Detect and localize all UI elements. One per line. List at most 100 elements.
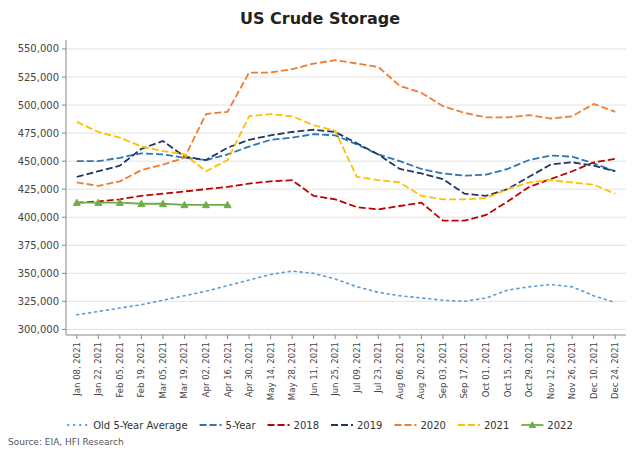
y-axis-line bbox=[66, 40, 67, 335]
series-line bbox=[77, 130, 615, 196]
y-tick-label: 450,000 bbox=[18, 156, 59, 167]
y-tick bbox=[62, 161, 66, 162]
title: US Crude Storage bbox=[240, 9, 400, 28]
x-tick bbox=[572, 335, 573, 339]
series-line bbox=[77, 271, 615, 315]
x-tick bbox=[313, 335, 314, 339]
series-line bbox=[77, 114, 615, 199]
x-tick-label: Jan 22, 2021 bbox=[93, 342, 103, 397]
series-line bbox=[77, 159, 615, 221]
x-tick-label: Oct 29, 2021 bbox=[524, 342, 534, 397]
y-tick bbox=[62, 189, 66, 190]
x-tick-label: Jun 25, 2021 bbox=[330, 342, 340, 397]
y-tick bbox=[62, 245, 66, 246]
legend-item: 2019 bbox=[331, 420, 382, 431]
x-tick-label: Sep 17, 2021 bbox=[459, 342, 469, 399]
grid-line bbox=[66, 329, 626, 330]
x-tick bbox=[378, 335, 379, 339]
x-tick-label: Nov 26, 2021 bbox=[567, 342, 577, 399]
legend-marker bbox=[529, 422, 535, 428]
x-tick-label: Jul 23, 2021 bbox=[373, 342, 383, 394]
series-marker bbox=[116, 199, 123, 205]
legend-item: 2021 bbox=[458, 420, 509, 431]
x-tick bbox=[270, 335, 271, 339]
y-tick-label: 350,000 bbox=[18, 268, 59, 279]
grid-line bbox=[66, 105, 626, 106]
x-tick bbox=[615, 335, 616, 339]
x-tick-label: Dec 10, 2021 bbox=[589, 342, 599, 399]
series-line bbox=[77, 134, 615, 176]
y-tick-label: 300,000 bbox=[18, 324, 59, 335]
x-tick-label: May 14, 2021 bbox=[266, 342, 276, 400]
x-tick bbox=[464, 335, 465, 339]
x-tick bbox=[356, 335, 357, 339]
legend-swatch bbox=[200, 424, 222, 426]
x-axis-line bbox=[66, 335, 626, 336]
grid-line bbox=[66, 245, 626, 246]
x-axis: Jan 08, 2021 Jan 22, 2021 Feb 05, 2021 Feb … bbox=[66, 335, 626, 400]
x-tick-label: Sep 03, 2021 bbox=[438, 342, 448, 399]
x-tick-label: Mar 19, 2021 bbox=[179, 342, 189, 399]
legend: Old 5-Year Average 5-Year 2018 2019 2020 2021… bbox=[67, 420, 573, 431]
x-tick-label: Mar 05, 2021 bbox=[158, 342, 168, 399]
legend-item: 2020 bbox=[394, 420, 445, 431]
legend-swatch bbox=[331, 424, 353, 426]
x-tick bbox=[593, 335, 594, 339]
x-tick-label: Apr 02, 2021 bbox=[201, 342, 211, 397]
series-line bbox=[77, 60, 615, 186]
x-tick bbox=[550, 335, 551, 339]
legend-item: 2022 bbox=[521, 420, 572, 431]
x-tick-label: Apr 16, 2021 bbox=[223, 342, 233, 397]
x-tick bbox=[184, 335, 185, 339]
series-marker bbox=[224, 201, 231, 207]
x-tick-label: Apr 30, 2021 bbox=[244, 342, 254, 397]
x-tick-label: May 28, 2021 bbox=[287, 342, 297, 400]
series-marker bbox=[95, 199, 102, 205]
y-tick bbox=[62, 329, 66, 330]
grid-line bbox=[66, 161, 626, 162]
x-tick bbox=[119, 335, 120, 339]
x-tick-label: Aug 20, 2021 bbox=[416, 342, 426, 399]
legend-label: Old 5-Year Average bbox=[93, 420, 187, 431]
legend-swatch bbox=[67, 424, 89, 426]
grid-line bbox=[66, 48, 626, 49]
grid-line bbox=[66, 77, 626, 78]
grid-line bbox=[66, 301, 626, 302]
legend-label: 2020 bbox=[420, 420, 445, 431]
x-tick-label: Feb 05, 2021 bbox=[115, 342, 125, 398]
x-tick-label: Oct 15, 2021 bbox=[503, 342, 513, 397]
y-tick-label: 500,000 bbox=[18, 100, 59, 111]
legend-label: 2018 bbox=[294, 420, 319, 431]
y-tick-label: 325,000 bbox=[18, 296, 59, 307]
annotation: Source: EIA, HFI Research bbox=[8, 437, 124, 447]
grid-line bbox=[66, 217, 626, 218]
chart: US Crude Storage 300,000 325,000 350,000 375… bbox=[0, 0, 640, 451]
x-tick-label: Dec 24, 2021 bbox=[610, 342, 620, 399]
legend-swatch bbox=[394, 424, 416, 426]
x-tick bbox=[335, 335, 336, 339]
plot-area bbox=[73, 60, 615, 315]
x-tick bbox=[98, 335, 99, 339]
series-marker bbox=[203, 201, 210, 207]
legend-item: 2018 bbox=[268, 420, 319, 431]
x-tick bbox=[421, 335, 422, 339]
x-tick-label: Jan 08, 2021 bbox=[72, 342, 82, 397]
y-tick-label: 375,000 bbox=[18, 240, 59, 251]
grid-line bbox=[66, 133, 626, 134]
x-tick bbox=[76, 335, 77, 339]
y-tick bbox=[62, 133, 66, 134]
x-tick bbox=[442, 335, 443, 339]
y-tick bbox=[62, 217, 66, 218]
x-tick bbox=[507, 335, 508, 339]
x-tick-label: Jun 11, 2021 bbox=[309, 342, 319, 397]
series-marker bbox=[181, 201, 188, 207]
legend-label: 5-Year bbox=[226, 420, 257, 431]
x-tick-label: Feb 19, 2021 bbox=[136, 342, 146, 398]
x-tick bbox=[227, 335, 228, 339]
y-tick bbox=[62, 105, 66, 106]
x-tick-label: Jul 09, 2021 bbox=[352, 342, 362, 394]
y-tick-label: 475,000 bbox=[18, 128, 59, 139]
x-tick-label: Nov 12, 2021 bbox=[546, 342, 556, 399]
x-tick bbox=[206, 335, 207, 339]
legend-label: 2019 bbox=[357, 420, 382, 431]
